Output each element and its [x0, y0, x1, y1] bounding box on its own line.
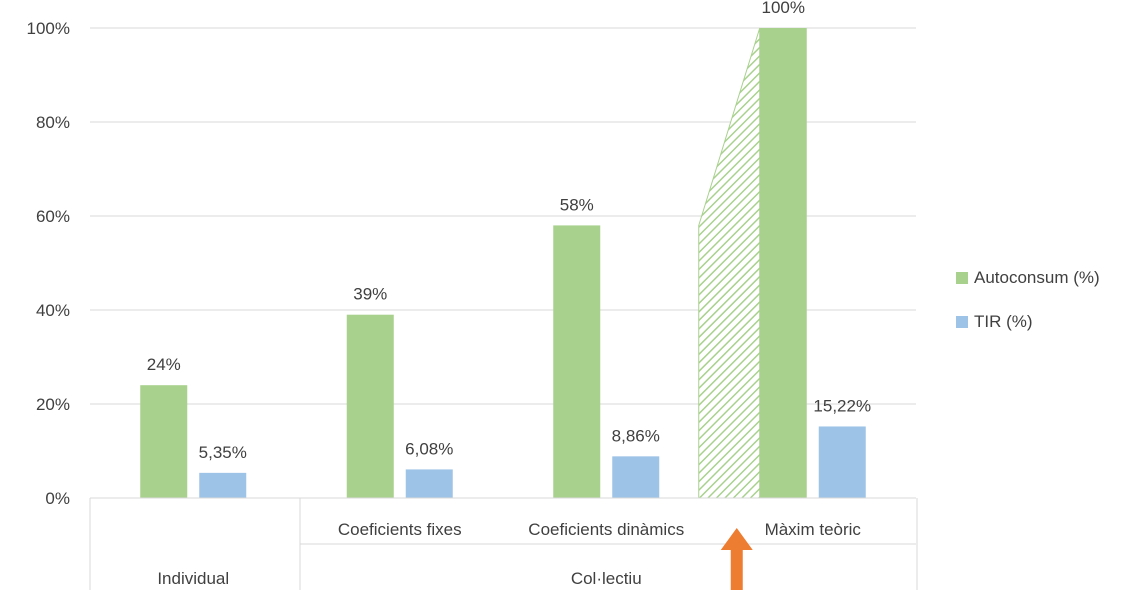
bar — [199, 472, 247, 498]
bar — [553, 225, 601, 498]
up-arrow-icon — [720, 528, 753, 590]
hatched-extension-area — [698, 27, 761, 499]
bar — [140, 385, 188, 498]
bar — [818, 426, 866, 498]
category-label: Coeficients dinàmics — [528, 520, 684, 539]
legend-label: TIR (%) — [974, 312, 1033, 331]
data-label: 15,22% — [813, 396, 871, 415]
data-label: 39% — [353, 285, 387, 304]
category-label: Coeficients fixes — [338, 520, 462, 539]
group-label: Col·lectiu — [571, 569, 642, 588]
data-label: 8,86% — [612, 426, 660, 445]
data-label: 100% — [762, 0, 805, 17]
y-tick-label: 60% — [36, 207, 70, 226]
y-tick-label: 20% — [36, 395, 70, 414]
up-arrow-shape — [720, 528, 753, 590]
legend-label: Autoconsum (%) — [974, 268, 1100, 287]
group-label: Individual — [157, 569, 229, 588]
bar — [612, 456, 660, 498]
bar — [405, 469, 453, 498]
legend: Autoconsum (%) TIR (%) — [956, 268, 1100, 331]
x-axis: Coeficients fixes Coeficients dinàmics Màx… — [89, 497, 918, 590]
y-tick-label: 40% — [36, 301, 70, 320]
data-label: 58% — [560, 195, 594, 214]
legend-swatch — [956, 316, 968, 328]
bar — [759, 28, 807, 498]
data-label: 24% — [147, 355, 181, 374]
y-tick-label: 100% — [27, 19, 70, 38]
legend-swatch — [956, 272, 968, 284]
hatched-extension — [698, 27, 761, 499]
data-label: 6,08% — [405, 439, 453, 458]
category-label: Màxim teòric — [765, 520, 862, 539]
bars — [140, 28, 866, 498]
y-tick-label: 80% — [36, 113, 70, 132]
y-axis-ticks: 0% 20% 40% 60% 80% 100% — [27, 19, 70, 508]
bar — [346, 314, 394, 498]
data-label: 5,35% — [199, 443, 247, 462]
y-tick-label: 0% — [45, 489, 70, 508]
data-labels: 24% 39% 58% 100% 5,35% 6,08% 8,86% 15,22% — [147, 0, 871, 462]
